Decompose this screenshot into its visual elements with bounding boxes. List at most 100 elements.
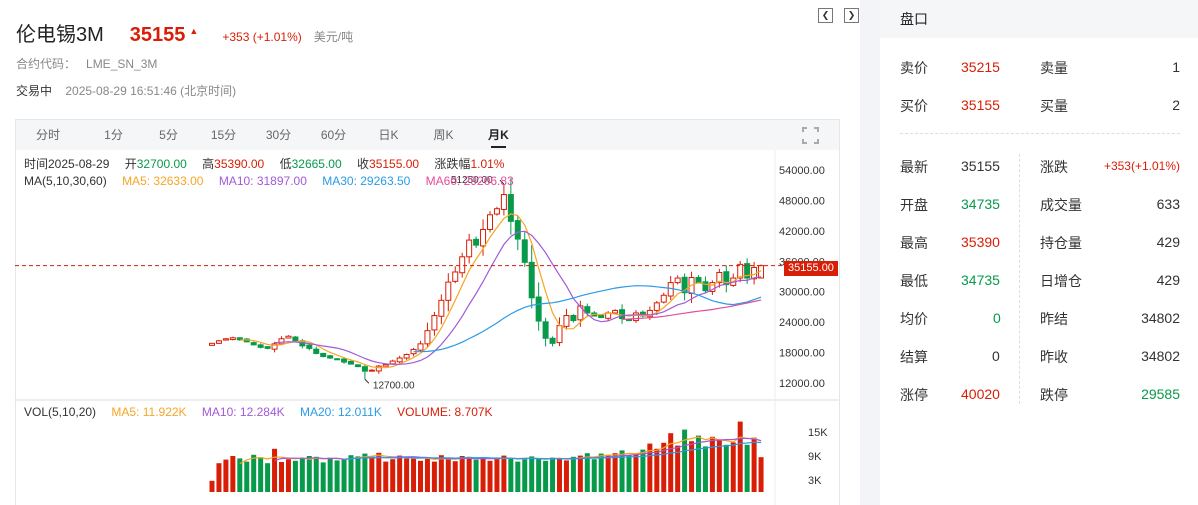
tab-monthly[interactable]: 月K bbox=[471, 120, 526, 150]
volume-tick-label: 3K bbox=[808, 475, 822, 487]
candle-body bbox=[292, 336, 299, 342]
candle-body bbox=[619, 309, 626, 320]
limit-down: 29585 bbox=[1141, 386, 1180, 402]
volume-bar bbox=[744, 444, 750, 492]
candle-body bbox=[514, 220, 521, 240]
volume-bar bbox=[626, 455, 632, 492]
ma5-value: MA5: 32633.00 bbox=[122, 174, 204, 188]
open-interest-label: 持仓量 bbox=[1040, 235, 1082, 251]
candle-body bbox=[549, 337, 556, 344]
tab-daily[interactable]: 日K bbox=[378, 128, 399, 142]
candle-body bbox=[229, 337, 236, 341]
kline-chart[interactable]: 54000.0048000.0042000.0036000.0030000.00… bbox=[0, 0, 860, 505]
candle-body bbox=[222, 338, 229, 341]
info-high: 35390.00 bbox=[214, 157, 265, 171]
volume-bar bbox=[751, 437, 757, 492]
volume-bar bbox=[640, 449, 646, 492]
volume-label: 成交量 bbox=[1040, 197, 1082, 213]
high-price: 35390 bbox=[961, 234, 1000, 250]
contract-code: LME_SN_3M bbox=[86, 57, 158, 71]
tab-weekly[interactable]: 周K bbox=[433, 128, 454, 142]
price-tick-label: 48000.00 bbox=[779, 196, 825, 208]
prev-button[interactable]: ❮ bbox=[818, 8, 833, 23]
last-price-tag: 35155.00 bbox=[784, 261, 838, 276]
quote-area: 伦电锡3M 35155 ▲ +353 (+1.01%) 美元/吨 合约代码： LM… bbox=[0, 0, 860, 505]
tab-15min[interactable]: 15分 bbox=[210, 128, 237, 142]
volume-bar bbox=[299, 458, 305, 492]
price-change: +353 (+1.01%) bbox=[222, 30, 302, 44]
ma30-line bbox=[413, 285, 762, 353]
bid-volume-label: 买量 bbox=[1040, 98, 1068, 114]
ask-price: 35215 bbox=[961, 59, 1000, 75]
volume-bar bbox=[480, 457, 486, 492]
tab-1min[interactable]: 1分 bbox=[104, 128, 123, 142]
latest-label: 最新 bbox=[900, 159, 928, 175]
chart-panel: 分时 1分 5分 15分 30分 60分 日K 周K 月K bbox=[15, 119, 840, 505]
volume-bar bbox=[633, 454, 639, 492]
candle-body bbox=[660, 294, 667, 303]
candle-body bbox=[493, 208, 500, 215]
info-low: 32665.00 bbox=[291, 157, 342, 171]
volume-bar bbox=[362, 453, 368, 492]
volume-bar bbox=[265, 463, 271, 492]
bid-label: 买价 bbox=[900, 98, 928, 114]
volume-bar bbox=[397, 455, 403, 492]
volume-legend: VOL(5,10,20) MA5: 11.922K MA10: 12.284K … bbox=[24, 405, 493, 419]
candle-body bbox=[570, 315, 577, 322]
candle-body bbox=[487, 214, 493, 230]
low-label: 最低 bbox=[900, 273, 928, 289]
volume-bar bbox=[404, 458, 410, 492]
candle-body bbox=[466, 239, 473, 258]
candle-body bbox=[215, 340, 222, 344]
candle-body bbox=[723, 271, 730, 286]
candle-body bbox=[264, 346, 271, 349]
ma10-line bbox=[274, 230, 762, 365]
price-tick-label: 42000.00 bbox=[779, 226, 825, 238]
volume-bar bbox=[696, 435, 701, 492]
pre-settle: 34802 bbox=[1141, 310, 1180, 326]
order-book-panel: 盘口 卖价 35215 卖量 1 买价 35155 买量 2 最新 35155 … bbox=[880, 0, 1198, 505]
volume-bar bbox=[702, 446, 708, 492]
volume-bar bbox=[716, 439, 722, 492]
candle-body bbox=[278, 338, 285, 345]
next-button[interactable]: ❯ bbox=[844, 8, 859, 23]
candle-body bbox=[382, 364, 389, 367]
candle-body bbox=[271, 343, 278, 350]
volume-bar bbox=[536, 458, 542, 492]
candle-body bbox=[348, 360, 354, 365]
fullscreen-icon[interactable] bbox=[802, 127, 819, 144]
candle-body bbox=[744, 263, 751, 279]
ask-volume: 1 bbox=[1172, 59, 1180, 75]
change-label: 涨跌 bbox=[1040, 159, 1068, 175]
candle-body bbox=[737, 263, 744, 279]
info-pct: 1.01% bbox=[470, 157, 505, 171]
volume-bar bbox=[292, 460, 298, 492]
price-tick-label: 24000.00 bbox=[779, 317, 825, 329]
ma60-line bbox=[621, 299, 762, 320]
volume-bar bbox=[390, 459, 396, 492]
volume-bar bbox=[279, 462, 284, 492]
tab-5min[interactable]: 5分 bbox=[159, 128, 178, 142]
volume-bar bbox=[424, 458, 430, 492]
period-tabs: 分时 1分 5分 15分 30分 60分 日K 周K 月K bbox=[16, 120, 839, 150]
volume-bar bbox=[348, 455, 354, 492]
latest-price: 35155 bbox=[961, 158, 1000, 174]
volume-bar bbox=[306, 456, 312, 492]
volume-bar bbox=[251, 454, 257, 492]
candle-body bbox=[361, 366, 368, 372]
status-row: 交易中 2025-08-29 16:51:46 (北京时间) bbox=[16, 82, 236, 99]
tab-intraday[interactable]: 分时 bbox=[36, 128, 61, 142]
candle-body bbox=[320, 352, 327, 357]
volume-bar bbox=[647, 443, 653, 492]
vol-label: VOL(5,10,20) bbox=[24, 405, 97, 419]
price-tick-label: 18000.00 bbox=[779, 347, 825, 359]
volume-bar bbox=[459, 456, 465, 492]
limit-up: 40020 bbox=[961, 386, 1000, 402]
volume-bar bbox=[515, 461, 521, 492]
candle-info: 时间2025-08-29 开32700.00 高35390.00 低32665.… bbox=[24, 155, 504, 172]
tab-30min[interactable]: 30分 bbox=[265, 128, 292, 142]
tab-60min[interactable]: 60分 bbox=[320, 128, 347, 142]
candle-body bbox=[257, 344, 264, 348]
last-price: 35155 bbox=[129, 24, 186, 46]
contract-code-row: 合约代码： LME_SN_3M bbox=[16, 55, 157, 72]
